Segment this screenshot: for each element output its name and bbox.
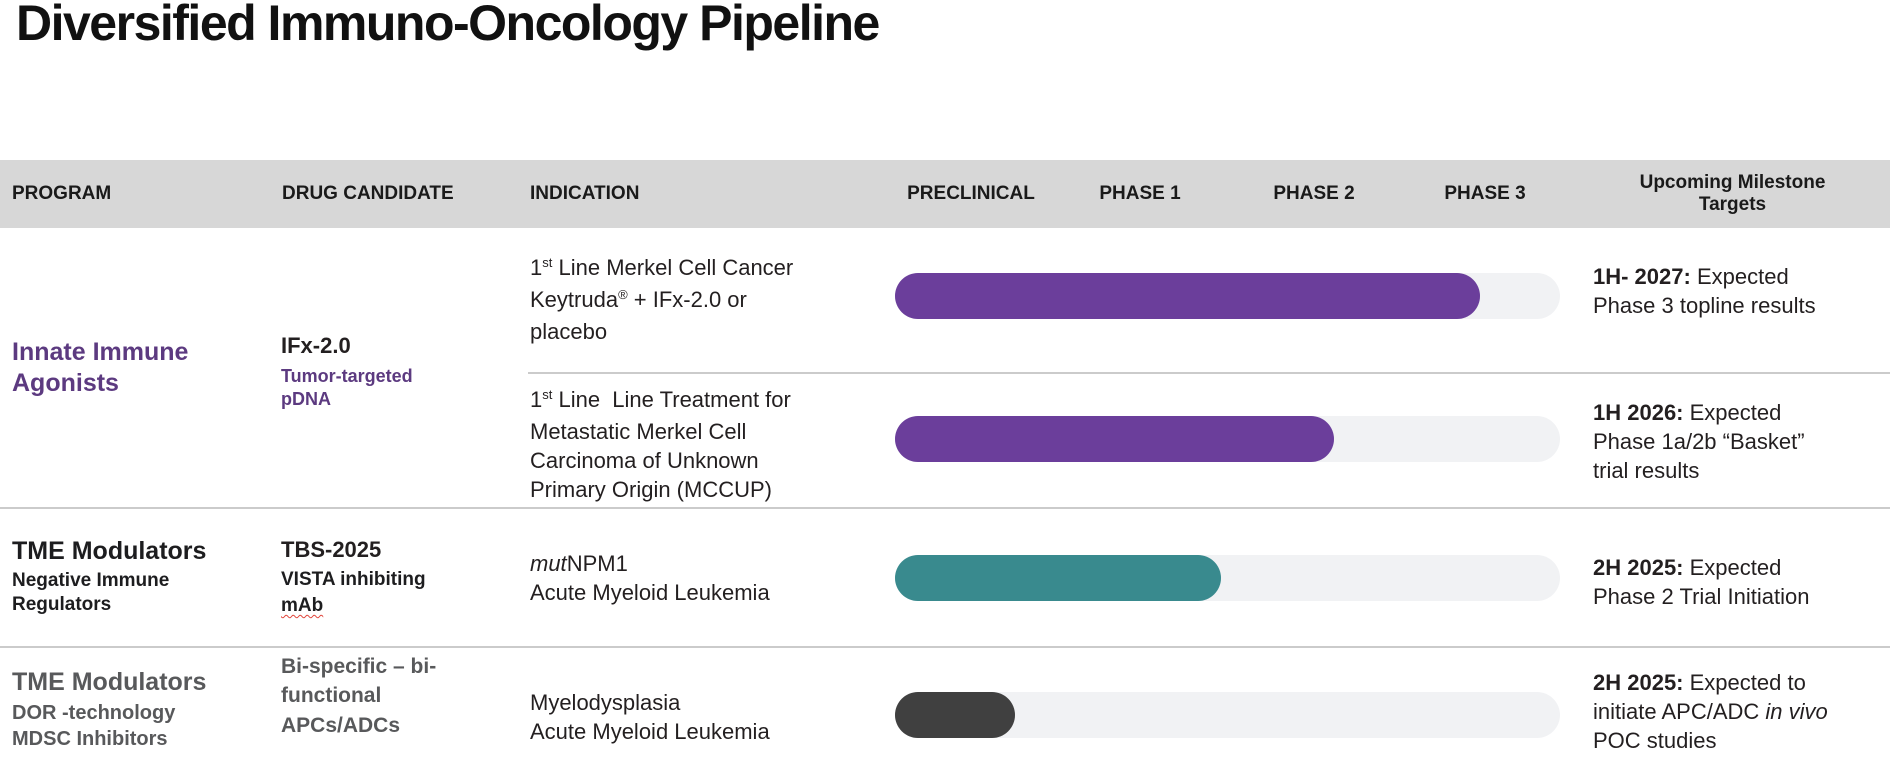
row-divider bbox=[0, 507, 1890, 509]
drug-name: IFx-2.0 bbox=[281, 333, 351, 358]
milestone-1h-2026: 1H 2026: Expected Phase 1a/2b “Basket” t… bbox=[1593, 400, 1805, 483]
progress-track bbox=[895, 416, 1560, 462]
drug-subtitle: Tumor-targeted pDNA bbox=[281, 366, 413, 409]
progress-bar-phase3 bbox=[895, 273, 1481, 319]
indication-line1: 1st Line Line Treatment for bbox=[530, 387, 791, 412]
indication-mutnpm1-aml: mutNPM1 Acute Myeloid Leukemia bbox=[530, 549, 890, 607]
column-header-preclinical: PRECLINICAL bbox=[907, 183, 1035, 204]
drug-candidate-bispecific-apcs-adcs: Bi-specific – bi- functional APCs/ADCs bbox=[281, 655, 437, 737]
program-tme-dor-mdsc: TME Modulators DOR -technology MDSC Inhi… bbox=[12, 668, 207, 750]
column-header-indication: INDICATION bbox=[530, 183, 640, 204]
table-header-band: PROGRAM DRUG CANDIDATE INDICATION PRECLI… bbox=[0, 160, 1890, 228]
column-header-phase2: PHASE 2 bbox=[1273, 183, 1355, 204]
column-header-phase1: PHASE 1 bbox=[1099, 183, 1181, 204]
drug-candidate-ifx20: IFx-2.0 Tumor-targeted pDNA bbox=[281, 333, 471, 410]
indication-myelodysplasia-aml: Myelodysplasia Acute Myeloid Leukemia bbox=[530, 690, 770, 744]
column-header-drug-candidate: DRUG CANDIDATE bbox=[282, 183, 454, 204]
drug-subtitle: VISTA inhibiting mAb bbox=[281, 569, 426, 617]
indication-line1: mutNPM1 bbox=[530, 551, 628, 576]
milestone-2h-2025-apc-adc: 2H 2025: Expected to initiate APC/ADC in… bbox=[1593, 670, 1828, 753]
registered-mark: ® bbox=[618, 287, 628, 302]
slide-title: Diversified Immuno-Oncology Pipeline bbox=[16, 0, 880, 51]
column-header-milestone-targets: Upcoming Milestone Targets bbox=[1639, 172, 1826, 215]
progress-bar-phase2 bbox=[895, 416, 1334, 462]
indication-line2: Keytruda® + IFx-2.0 or bbox=[530, 287, 747, 312]
milestone-1h-2027: 1H- 2027: Expected Phase 3 topline resul… bbox=[1593, 264, 1816, 318]
progress-track bbox=[895, 273, 1560, 319]
indication-mccup: 1st Line Line Treatment for Metastatic M… bbox=[530, 385, 890, 504]
indication-merkel-cell-cancer: 1st Line Merkel Cell Cancer Keytruda® + … bbox=[530, 253, 890, 346]
progress-bar-phase1 bbox=[895, 555, 1221, 601]
progress-track bbox=[895, 555, 1560, 601]
progress-track bbox=[895, 692, 1560, 738]
milestone-2h-2025-phase2: 2H 2025: Expected Phase 2 Trial Initiati… bbox=[1593, 555, 1810, 609]
column-header-program: PROGRAM bbox=[12, 183, 112, 204]
ordinal-superscript: st bbox=[542, 387, 553, 402]
program-tme-negative-immune-regulators: TME Modulators Negative Immune Regulator… bbox=[12, 537, 207, 616]
program-innate-immune-agonists: Innate Immune Agonists bbox=[12, 338, 189, 397]
row-sub-divider bbox=[528, 372, 1890, 374]
spellcheck-squiggle-text: mAb bbox=[281, 595, 324, 617]
drug-name: TBS-2025 bbox=[281, 537, 382, 562]
indication-line3: placebo bbox=[530, 319, 608, 344]
drug-candidate-tbs2025: TBS-2025 VISTA inhibiting mAb bbox=[281, 537, 471, 619]
indication-line1: 1st Line Merkel Cell Cancer bbox=[530, 255, 794, 280]
column-header-phase3: PHASE 3 bbox=[1444, 183, 1526, 204]
progress-bar-preclinical bbox=[895, 692, 1015, 738]
row-divider bbox=[0, 646, 1890, 648]
ordinal-superscript: st bbox=[542, 255, 553, 270]
